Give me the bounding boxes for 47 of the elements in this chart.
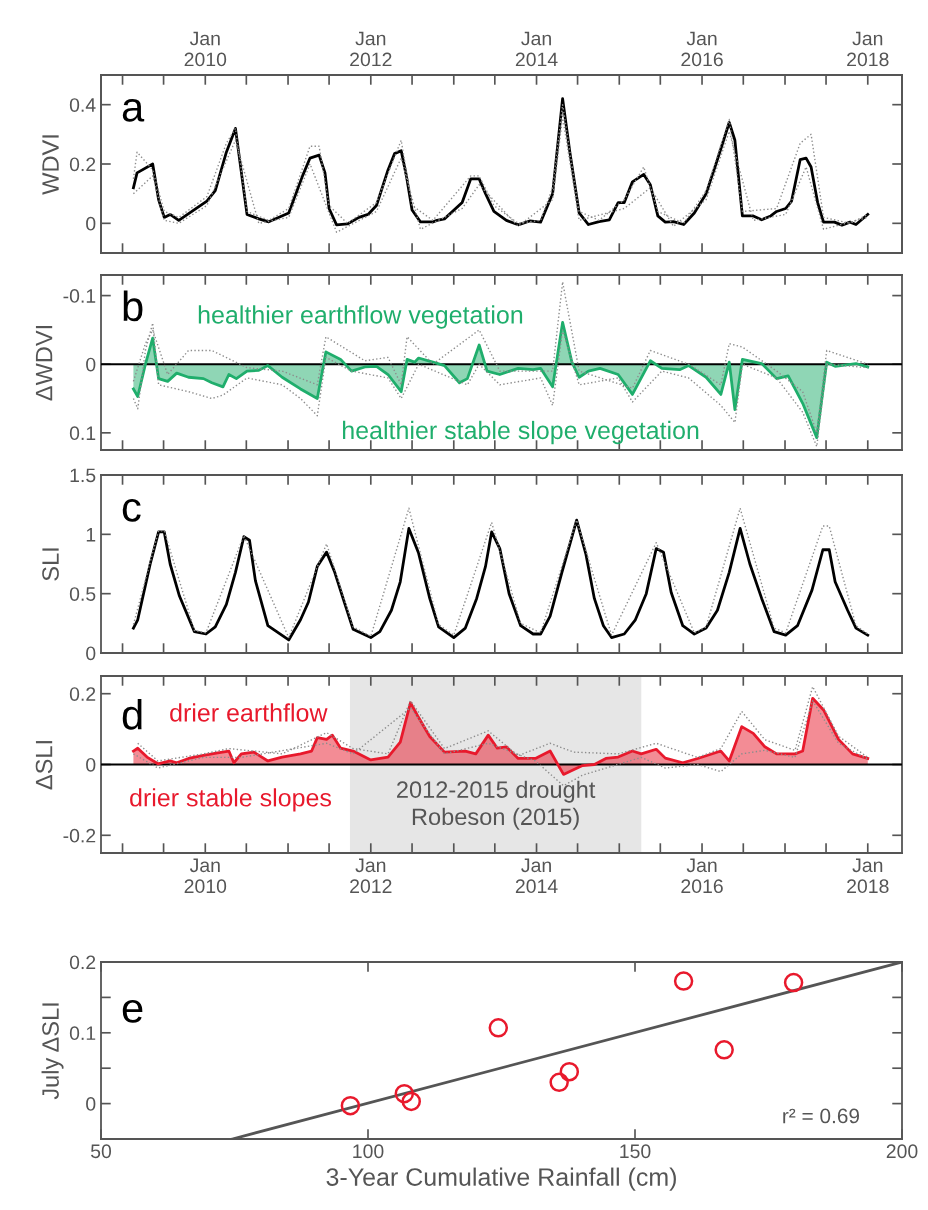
x2-tick-label: Jan 2014 <box>515 31 558 67</box>
x-tick-label: 200 <box>886 1144 918 1159</box>
y-axis-title: SLI <box>42 548 59 581</box>
x2-tick-label: Jan 2010 <box>184 31 227 67</box>
annotation: drier stable slopes <box>130 788 332 812</box>
annotation: e <box>122 999 143 1023</box>
x-tick-label: Jan 2010 <box>184 858 227 894</box>
x2-tick-label: Jan 2012 <box>350 31 392 67</box>
y-tick-label: 0.1 <box>69 426 96 441</box>
y-axis-title: WDVI <box>42 135 59 195</box>
x-tick-label: 50 <box>90 1144 112 1159</box>
annotation: c <box>122 498 141 522</box>
y-tick-label: 0 <box>86 1097 96 1111</box>
annotation: drier earthflow <box>170 703 328 722</box>
x-tick-label: Jan 2018 <box>847 858 889 894</box>
y-tick-label: 0 <box>86 757 96 772</box>
y-axis-title: ΔWDVI <box>35 325 53 401</box>
y-axis-title: July ΔSLI <box>41 1003 64 1100</box>
y-tick-label: -0.1 <box>63 289 96 303</box>
x-tick-label: Jan 2014 <box>515 858 558 894</box>
y-tick-label: -0.2 <box>63 828 96 843</box>
y-tick-label: 0.1 <box>69 1026 96 1041</box>
y-tick-label: 0.5 <box>69 587 96 601</box>
y-tick-label: 0 <box>86 216 96 231</box>
y-tick-label: 0 <box>86 357 96 372</box>
y-tick-label: 0.2 <box>69 687 96 701</box>
y-tick-label: 0 <box>86 646 96 661</box>
band-label: 2012-2015 drought Robeson (2015) <box>397 780 596 830</box>
annotation: healthier earthflow vegetation <box>198 305 523 329</box>
x-tick-label: Jan 2016 <box>681 858 723 894</box>
y-tick-label: 1.5 <box>70 468 96 483</box>
y-tick-label: 0.2 <box>69 955 96 970</box>
y-tick-label: 0.2 <box>69 157 96 172</box>
annotation: b <box>123 290 143 322</box>
annotation: r² = 0.69 <box>783 1108 860 1124</box>
y-tick-label: 1 <box>86 528 96 542</box>
annotation: d <box>122 699 142 730</box>
y-tick-label: 0.4 <box>69 98 96 112</box>
x-tick-label: Jan 2012 <box>350 858 392 894</box>
x-tick-label: 100 <box>353 1144 384 1159</box>
x2-tick-label: Jan 2016 <box>681 31 723 67</box>
annotation: a <box>122 98 145 122</box>
y-axis-title: ΔSLI <box>35 741 53 790</box>
x2-tick-label: Jan 2018 <box>847 31 889 67</box>
annotation: healthier stable slope vegetation <box>343 420 699 445</box>
x-tick-label: 150 <box>620 1144 651 1159</box>
x-axis-title: 3-Year Cumulative Rainfall (cm) <box>326 1167 676 1191</box>
